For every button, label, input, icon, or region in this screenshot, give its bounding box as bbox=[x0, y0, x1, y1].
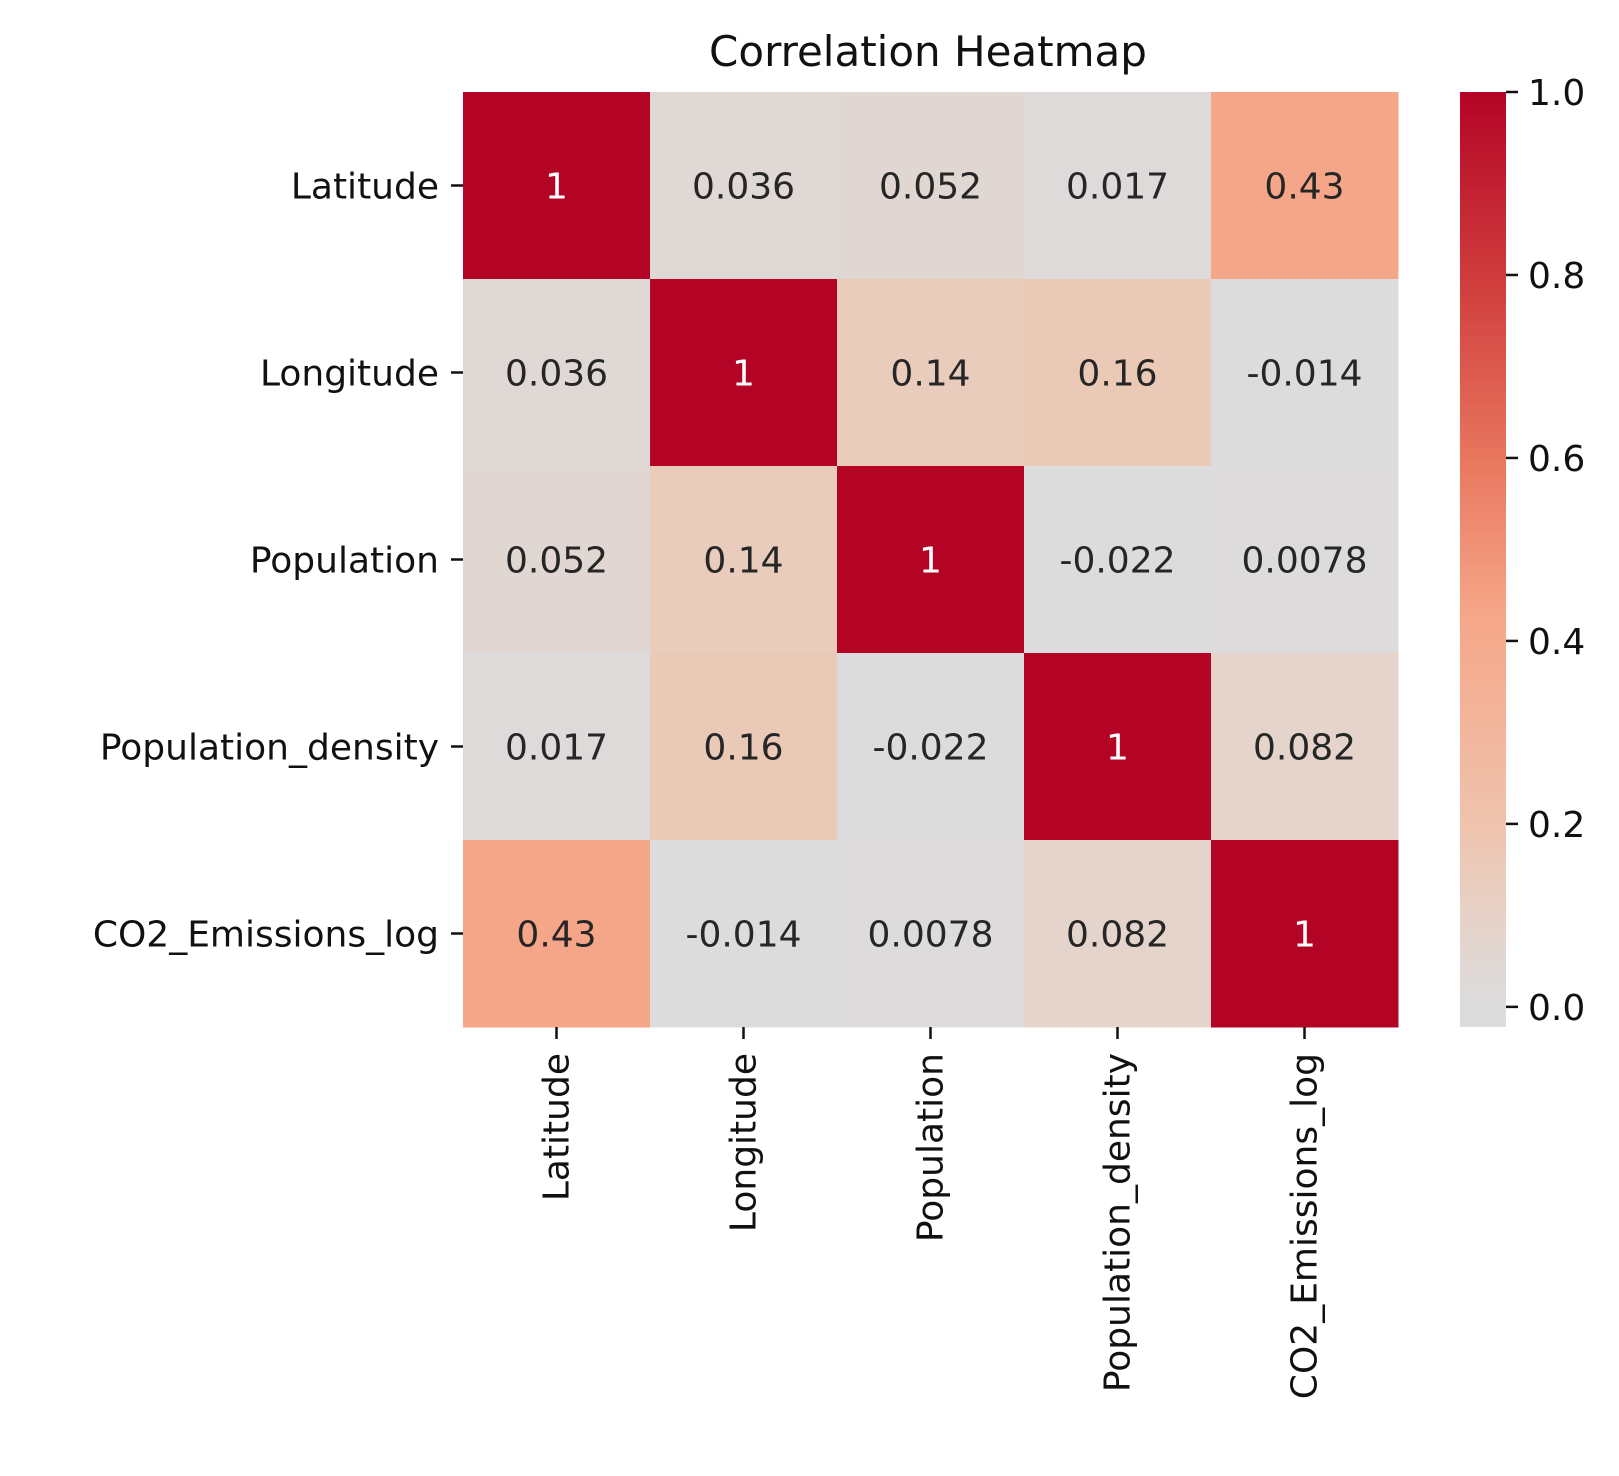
heatmap-cell bbox=[837, 653, 1025, 841]
col-label: CO2_Emissions_log bbox=[1285, 1053, 1326, 1399]
heatmap-cell bbox=[837, 466, 1025, 654]
cell-annotation: 0.052 bbox=[505, 541, 608, 582]
row-label: Latitude bbox=[291, 167, 439, 208]
col-label: Population_density bbox=[1098, 1053, 1139, 1392]
heatmap-cell bbox=[1024, 92, 1212, 280]
cell-annotation: 0.16 bbox=[703, 728, 783, 769]
row-labels: Latitude Longitude Population Population_de… bbox=[93, 167, 463, 956]
heatmap-cell bbox=[1211, 653, 1399, 841]
chart-title: Correlation Heatmap bbox=[709, 27, 1147, 76]
cell-annotation: 0.082 bbox=[1253, 728, 1356, 769]
cell-annotation: 0.43 bbox=[1264, 167, 1344, 208]
heatmap-cell bbox=[1211, 279, 1399, 467]
col-label: Longitude bbox=[724, 1053, 765, 1232]
colorbar-gradient bbox=[1460, 92, 1506, 1027]
col-label: Latitude bbox=[537, 1053, 578, 1201]
cell-annotation: 0.052 bbox=[879, 167, 982, 208]
colorbar-tick-label: 1.0 bbox=[1528, 73, 1585, 114]
cell-annotation: 0.036 bbox=[692, 167, 795, 208]
cell-annotation: 0.0078 bbox=[1242, 541, 1368, 582]
colorbar: 0.0 0.2 0.4 0.6 0.8 1.0 bbox=[1460, 73, 1585, 1029]
heatmap-cell bbox=[650, 92, 838, 280]
heatmap-cell bbox=[837, 840, 1025, 1028]
heatmap-cell bbox=[463, 279, 651, 467]
cell-annotation: 0.082 bbox=[1066, 915, 1169, 956]
heatmap-cell bbox=[1024, 466, 1212, 654]
row-label: CO2_Emissions_log bbox=[93, 915, 439, 956]
cell-annotation: -0.014 bbox=[1246, 354, 1362, 395]
heatmap-cell bbox=[650, 279, 838, 467]
cell-annotation: 1 bbox=[919, 541, 942, 582]
heatmap-cell bbox=[1024, 279, 1212, 467]
cell-annotation: 1 bbox=[545, 167, 568, 208]
row-label: Population_density bbox=[100, 728, 439, 769]
col-labels: Latitude Longitude Population Population_de… bbox=[537, 1027, 1326, 1399]
cell-annotation: 0.14 bbox=[890, 354, 970, 395]
heatmap-cell bbox=[1211, 840, 1399, 1028]
heatmap-cell bbox=[650, 466, 838, 654]
cell-annotation: 0.036 bbox=[505, 354, 608, 395]
heatmap-cell bbox=[837, 279, 1025, 467]
cell-annotation: 0.0078 bbox=[868, 915, 994, 956]
cell-annotation: 0.14 bbox=[703, 541, 783, 582]
heatmap-cell bbox=[463, 653, 651, 841]
colorbar-tick-label: 0.2 bbox=[1528, 805, 1585, 846]
heatmap-cell bbox=[463, 466, 651, 654]
colorbar-tick-label: 0.4 bbox=[1528, 622, 1585, 663]
cell-annotation: -0.022 bbox=[872, 728, 988, 769]
cell-annotation: 1 bbox=[1293, 915, 1316, 956]
colorbar-tick-label: 0.6 bbox=[1528, 439, 1585, 480]
heatmap-cell bbox=[1211, 466, 1399, 654]
cell-annotation: 1 bbox=[732, 354, 755, 395]
row-label: Longitude bbox=[260, 354, 439, 395]
heatmap-cell bbox=[463, 840, 651, 1028]
row-label: Population bbox=[250, 541, 439, 582]
heatmap-cell bbox=[837, 92, 1025, 280]
cell-annotation: -0.014 bbox=[685, 915, 801, 956]
heatmap-cell bbox=[1211, 92, 1399, 280]
cell-annotation: -0.022 bbox=[1059, 541, 1175, 582]
cell-annotation: 0.43 bbox=[516, 915, 596, 956]
colorbar-tick-label: 0.8 bbox=[1528, 256, 1585, 297]
heatmap-cell bbox=[463, 92, 651, 280]
col-label: Population bbox=[911, 1053, 952, 1242]
colorbar-tick-label: 0.0 bbox=[1528, 988, 1585, 1029]
heatmap-cell bbox=[650, 840, 838, 1028]
cell-annotation: 1 bbox=[1106, 728, 1129, 769]
heatmap-cell bbox=[1024, 653, 1212, 841]
heatmap-cells: 1 0.036 0.052 0.017 0.43 0.036 1 0.14 0.16 -0.014… bbox=[463, 92, 1399, 1028]
heatmap-cell bbox=[1024, 840, 1212, 1028]
cell-annotation: 0.017 bbox=[505, 728, 608, 769]
cell-annotation: 0.017 bbox=[1066, 167, 1169, 208]
cell-annotation: 0.16 bbox=[1077, 354, 1157, 395]
heatmap-cell bbox=[650, 653, 838, 841]
